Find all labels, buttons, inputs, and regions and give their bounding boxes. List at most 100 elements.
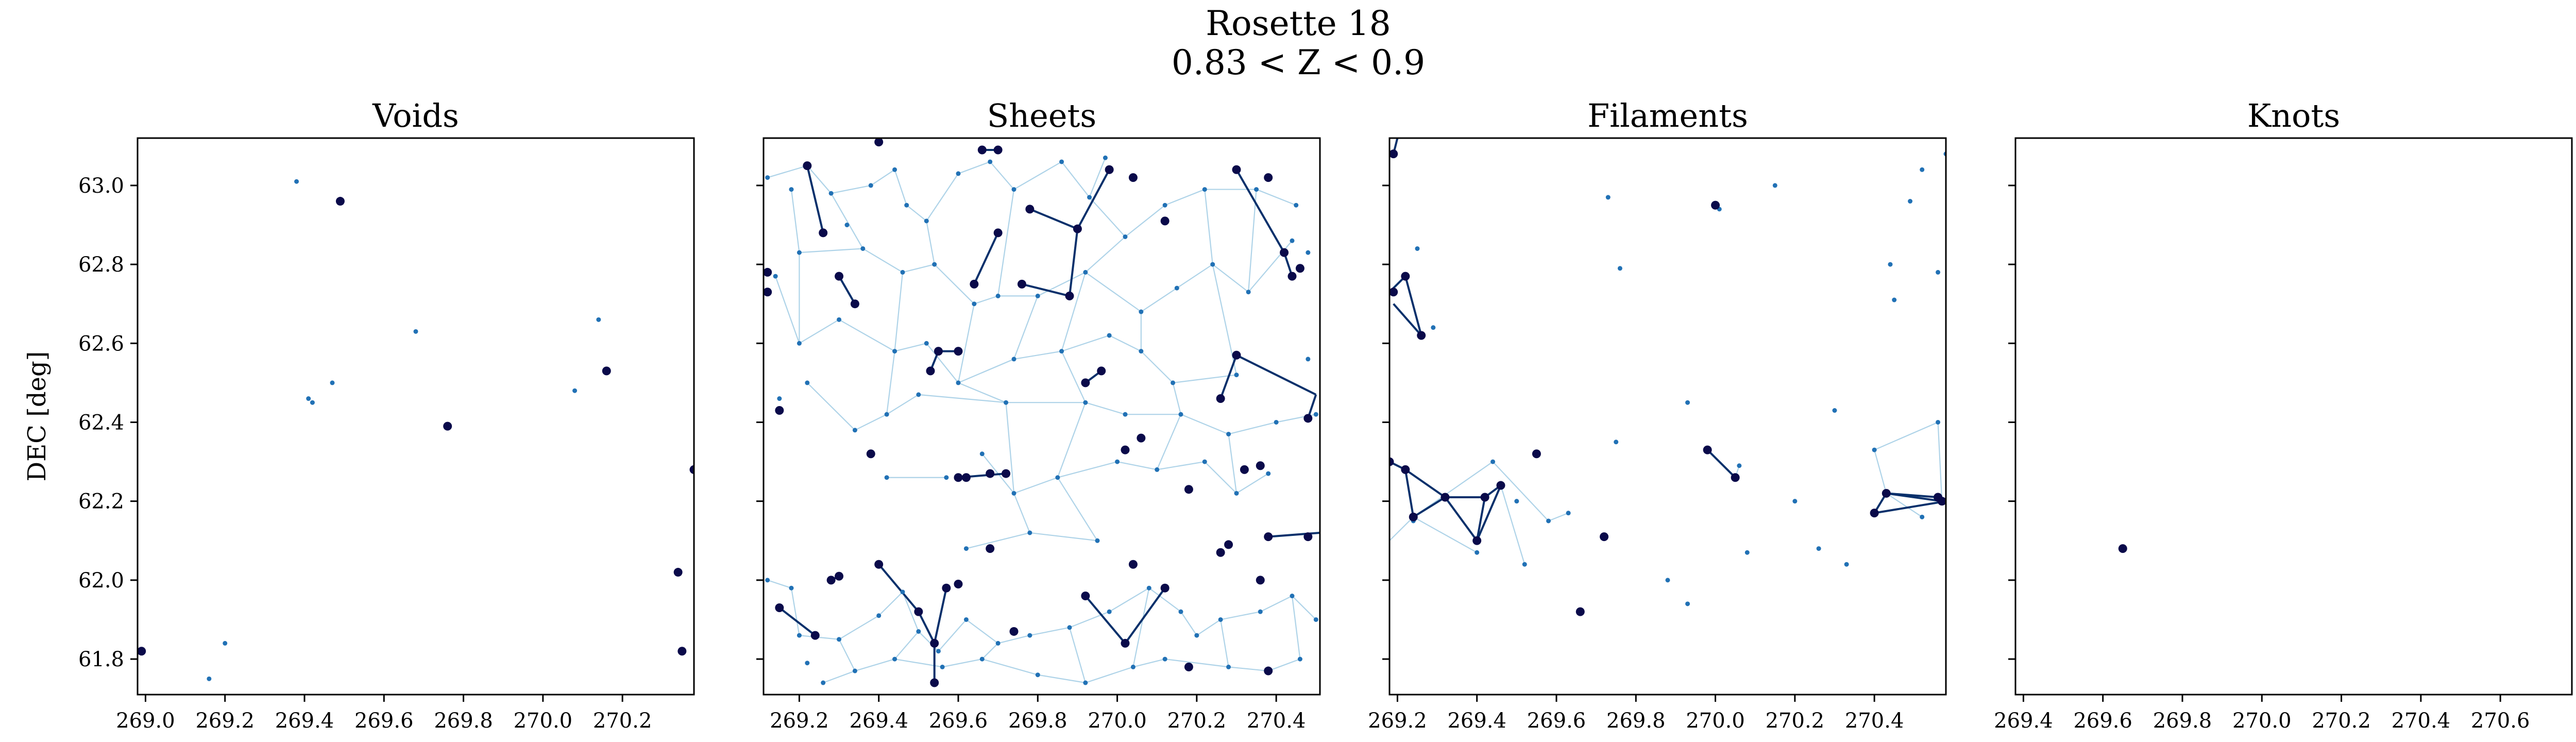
plot-area-filaments: [1389, 138, 1946, 616]
point-light: [1234, 373, 1239, 378]
point-dark: [1480, 493, 1489, 502]
edge-light: [1089, 197, 1126, 238]
point-light: [1246, 290, 1251, 295]
edge-light: [1005, 402, 1015, 494]
point-light: [1004, 400, 1009, 405]
point-light: [1685, 400, 1690, 405]
panel-title: Knots: [2247, 97, 2340, 134]
point-dark: [1081, 592, 1090, 601]
x-tick-label: 269.2: [770, 709, 829, 733]
point-light: [995, 640, 1001, 646]
point-dark: [677, 647, 687, 656]
edge-light: [807, 382, 856, 431]
point-light: [828, 191, 834, 196]
point-dark: [775, 603, 784, 612]
point-light: [868, 183, 873, 188]
point-light: [892, 167, 897, 172]
edge-light: [1492, 461, 1549, 521]
axes-frame: [762, 137, 1321, 696]
point-dark: [993, 228, 1003, 238]
point-light: [1290, 594, 1295, 599]
edge-light: [1228, 421, 1277, 435]
point-light: [1123, 412, 1128, 417]
edge-light: [1157, 461, 1205, 470]
edge-light: [855, 659, 895, 672]
edge-light: [1260, 595, 1293, 613]
point-light: [837, 637, 842, 642]
plot-area-knots: [2118, 544, 2127, 553]
edge-light: [1037, 272, 1086, 297]
point-dark: [819, 228, 828, 238]
point-dark: [1240, 465, 1249, 474]
point-light: [1059, 349, 1064, 354]
point-light: [1083, 680, 1088, 685]
point-light: [1888, 262, 1893, 267]
x-tick-label: 269.8: [2153, 709, 2212, 733]
point-light: [1178, 412, 1183, 417]
edge-light: [894, 169, 907, 206]
edge-light: [1256, 189, 1297, 206]
edge-light: [1228, 434, 1238, 494]
point-dark: [866, 449, 875, 459]
point-dark: [1160, 583, 1170, 593]
edge-dark: [1706, 449, 1736, 479]
edge-dark: [1404, 469, 1415, 517]
point-light: [1035, 293, 1040, 298]
edge-light: [1057, 461, 1117, 478]
edge-light: [1029, 532, 1098, 542]
point-dark: [1073, 224, 1082, 233]
edge-light: [1220, 611, 1261, 620]
point-dark: [993, 145, 1003, 155]
point-dark: [1703, 445, 1712, 454]
point-dark: [1184, 662, 1193, 671]
x-tick-label: 270.2: [593, 709, 652, 733]
edge-dark: [1268, 531, 1320, 538]
point-light: [1162, 203, 1167, 208]
point-dark: [835, 272, 844, 281]
edge-light: [1156, 414, 1182, 470]
axes-frame: [1388, 137, 1947, 696]
panel-voids: 269.0 269.2 269.4 269.6 269.8 270.0 270.2 61.8 6…: [23, 97, 695, 733]
point-dark: [970, 279, 979, 289]
edge-light: [1089, 157, 1106, 198]
edge-light: [942, 658, 982, 668]
point-light: [1202, 187, 1207, 192]
point-light: [1490, 459, 1496, 464]
point-light: [904, 203, 909, 208]
point-light: [1083, 269, 1088, 275]
point-light: [1313, 412, 1318, 417]
point-light: [1234, 491, 1239, 496]
edge-dark: [1476, 485, 1502, 542]
point-light: [979, 656, 985, 662]
edge-light: [1085, 402, 1126, 415]
point-dark: [138, 647, 146, 656]
edge-light: [997, 635, 1030, 644]
edge-light: [902, 592, 919, 632]
point-light: [1178, 609, 1183, 614]
edge-light: [1228, 666, 1268, 672]
x-tick-label: 269.8: [434, 709, 493, 733]
point-light: [1011, 491, 1016, 496]
edge-dark: [1021, 283, 1070, 297]
point-light: [821, 680, 826, 685]
edge-light: [1874, 449, 1887, 494]
edge-light: [957, 303, 975, 383]
point-light: [1475, 550, 1480, 555]
x-tick-label: 269.4: [849, 709, 908, 733]
point-dark: [1401, 272, 1410, 281]
edge-light: [1268, 659, 1300, 672]
point-dark: [1121, 638, 1130, 648]
point-dark: [764, 288, 772, 297]
point-light: [1936, 269, 1941, 275]
point-light: [1920, 514, 1925, 519]
point-light: [844, 223, 850, 228]
panel-title: Filaments: [1587, 97, 1748, 134]
point-light: [1514, 499, 1519, 504]
point-dark: [1870, 509, 1879, 518]
edge-dark: [1444, 496, 1478, 542]
x-tick-label: 270.4: [1247, 709, 1306, 733]
point-light: [1892, 297, 1897, 302]
point-light: [956, 380, 961, 385]
edge-light: [823, 670, 855, 684]
point-light: [972, 301, 977, 307]
